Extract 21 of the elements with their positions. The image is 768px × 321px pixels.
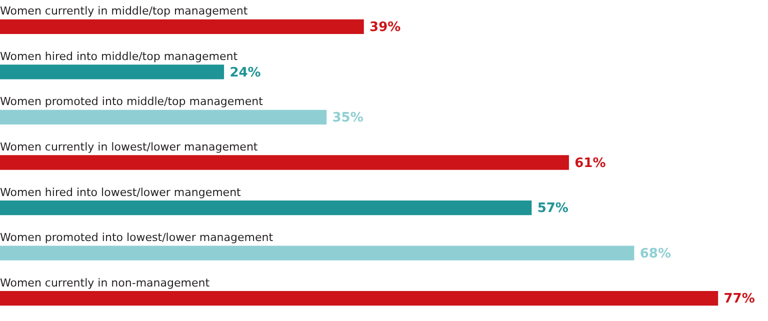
bar — [0, 200, 532, 216]
y-tick-label: Women promoted into lowest/lower management — [0, 231, 274, 244]
y-tick-label: Women currently in middle/top management — [0, 4, 248, 18]
bar — [0, 246, 634, 260]
y-tick-label: Women promoted into middle/top management — [0, 95, 264, 108]
y-tick-label: Women hired into middle/top management — [0, 50, 238, 63]
data-label: 39% — [370, 20, 401, 36]
y-tick-label: Women currently in lowest/lower management — [0, 140, 258, 154]
bar — [0, 19, 364, 34]
bar — [0, 110, 327, 125]
data-label: 77% — [724, 292, 755, 307]
y-tick-label: Women currently in non-management — [0, 276, 210, 290]
data-label: 24% — [230, 65, 261, 80]
bar — [0, 155, 569, 170]
bar — [0, 291, 718, 306]
bar — [0, 64, 224, 80]
data-label: 35% — [332, 110, 364, 126]
data-label: 61% — [574, 156, 606, 171]
y-tick-label: Women hired into lowest/lower mangement — [0, 186, 242, 199]
data-label: 68% — [640, 246, 671, 262]
data-label: 57% — [537, 201, 568, 216]
